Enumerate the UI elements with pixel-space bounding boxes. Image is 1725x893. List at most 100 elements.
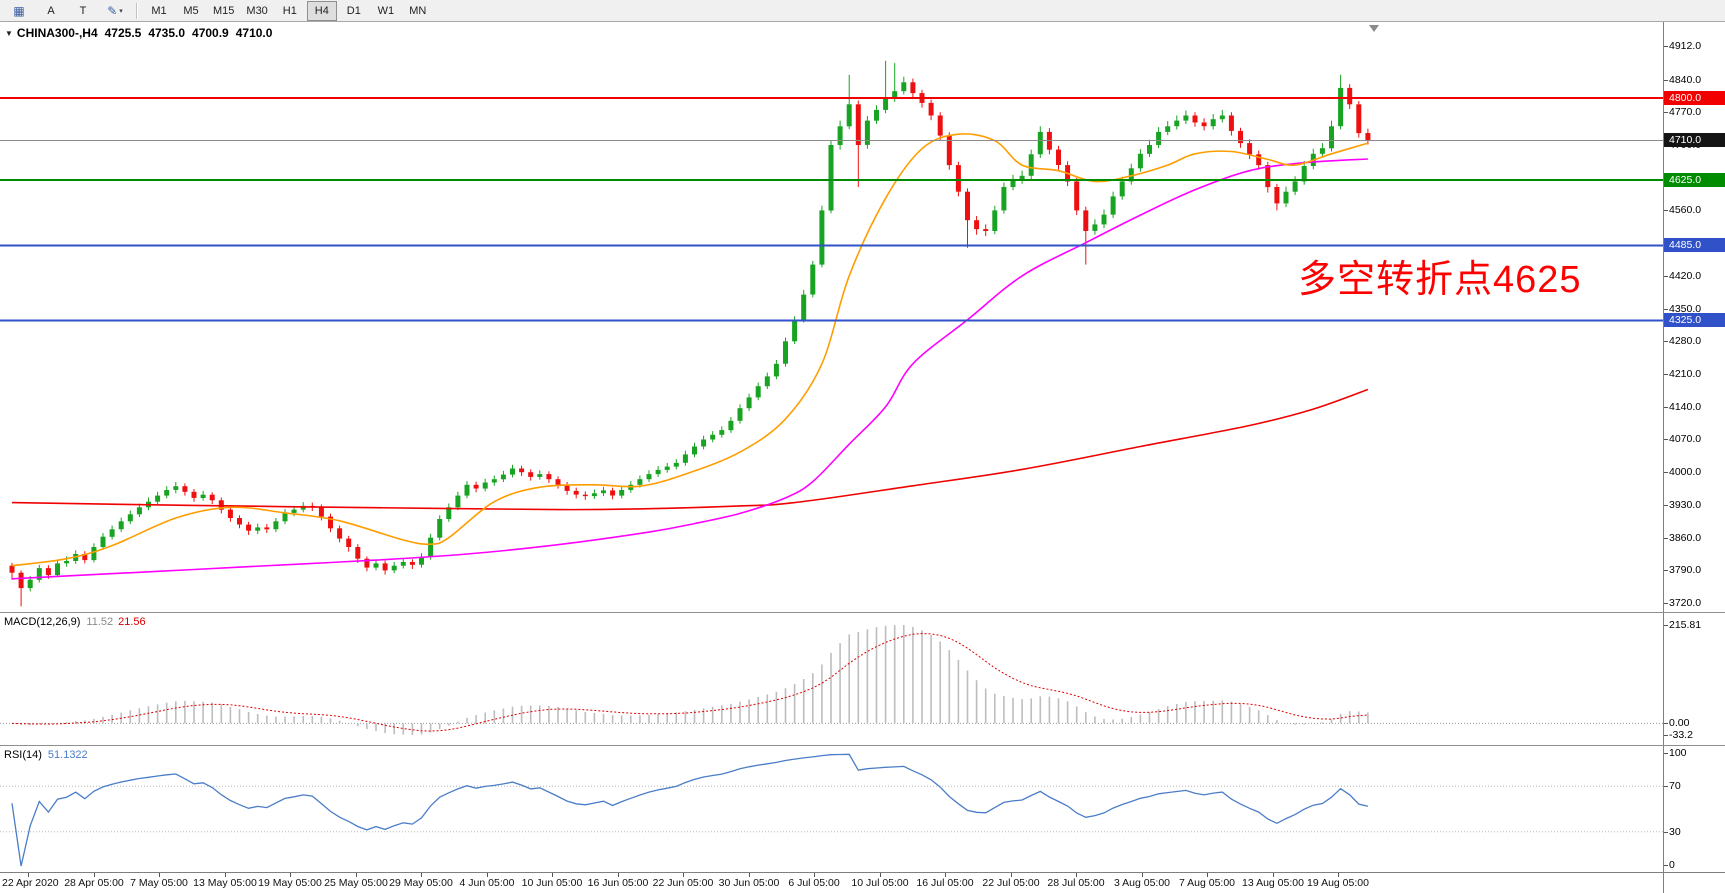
ohlc-high: 4735.0 (148, 26, 186, 40)
time-tick (749, 873, 750, 877)
text-tool-button[interactable]: T (68, 1, 98, 21)
rsi-axis-label: 30 (1669, 826, 1681, 838)
axis-tick (1664, 753, 1668, 754)
time-tick (814, 873, 815, 877)
rsi-name: RSI(14) (4, 749, 42, 761)
timeframe-m1-button[interactable]: M1 (151, 4, 167, 17)
macd-panel[interactable]: MACD(12,26,9) 11.52 21.56 215.81 0.00 -33.2 (0, 612, 1725, 745)
axis-tick (1664, 46, 1668, 47)
rsi-axis-label: 100 (1669, 747, 1687, 759)
price-axis-label: 4560.0 (1669, 204, 1702, 216)
time-tick (1273, 873, 1274, 877)
price-axis-label: 4000.0 (1669, 466, 1702, 478)
time-axis-label: 4 Jun 05:00 (459, 877, 515, 889)
timeframe-h1-button[interactable]: H1 (282, 4, 297, 17)
time-tick (225, 873, 226, 877)
axis-tick (1664, 538, 1668, 539)
timeframe-mn-button[interactable]: MN (409, 4, 427, 17)
axis-tick (1664, 786, 1668, 787)
time-tick (880, 873, 881, 877)
time-axis-label: 3 Aug 05:00 (1113, 877, 1171, 889)
axis-tick (1664, 625, 1668, 626)
price-tag: 4625.0 (1664, 173, 1725, 187)
time-axis-label: 10 Jul 05:00 (851, 877, 909, 889)
price-axis-label: 4210.0 (1669, 368, 1702, 380)
timeframe-m15-button[interactable]: M15 (213, 4, 235, 17)
ohlc-low: 4700.9 (192, 26, 229, 40)
axis-tick (1664, 439, 1668, 440)
price-tag: 4325.0 (1664, 313, 1725, 327)
axis-tick (1664, 210, 1668, 211)
axis-corner (1663, 873, 1725, 893)
chart-grid-icon-icon: ▦ (13, 3, 25, 18)
time-tick (1011, 873, 1012, 877)
time-axis-label: 16 Jul 05:00 (916, 877, 974, 889)
time-axis-label: 22 Jun 05:00 (652, 877, 714, 889)
rsi-panel[interactable]: RSI(14) 51.1322 100 70 30 0 (0, 745, 1725, 872)
time-tick (1076, 873, 1077, 877)
rsi-label: RSI(14) 51.1322 (4, 749, 88, 761)
axis-tick (1664, 374, 1668, 375)
arrow-tool-button[interactable]: A (36, 1, 66, 21)
time-axis-label: 19 Aug 05:00 (1307, 877, 1369, 889)
time-tick (28, 873, 29, 877)
rsi-value: 51.1322 (47, 749, 88, 761)
candlestick-chart[interactable] (0, 22, 1663, 612)
axis-tick (1664, 505, 1668, 506)
time-tick (421, 873, 422, 877)
time-tick (1338, 873, 1339, 877)
symbol-dropdown-icon[interactable]: ▼ (5, 28, 13, 38)
time-axis-label: 30 Jun 05:00 (718, 877, 780, 889)
toolbar-separator (136, 2, 138, 19)
time-tick (356, 873, 357, 877)
axis-tick (1664, 735, 1668, 736)
time-axis-label: 22 Jul 05:00 (982, 877, 1040, 889)
price-axis-label: 3790.0 (1669, 564, 1702, 576)
main-chart-panel[interactable]: ▼ CHINA300-,H4 4725.5 4735.0 4700.9 4710… (0, 22, 1725, 612)
price-axis-label: 4280.0 (1669, 335, 1702, 347)
time-axis-label: 28 Jul 05:00 (1047, 877, 1105, 889)
rsi-axis[interactable]: 100 70 30 0 (1663, 746, 1725, 872)
chart-grid-icon-button[interactable]: ▦ (4, 1, 34, 21)
timeframe-h4-button[interactable]: H4 (306, 0, 337, 21)
ohlc-close: 4710.0 (235, 26, 273, 40)
time-tick (552, 873, 553, 877)
price-axis-label: 4350.0 (1669, 303, 1702, 315)
time-axis[interactable]: 22 Apr 2020 28 Apr 05:00 7 May 05:00 13 May… (0, 872, 1725, 893)
time-axis-label: 7 Aug 05:00 (1178, 877, 1236, 889)
rsi-axis-label: 70 (1669, 780, 1681, 792)
timeframe-d1-button[interactable]: D1 (346, 4, 361, 17)
time-axis-label: 22 Apr 2020 (2, 877, 59, 889)
timeframe-m5-button[interactable]: M5 (183, 4, 199, 17)
macd-chart[interactable] (0, 613, 1663, 745)
time-axis-label: 13 May 05:00 (193, 877, 257, 889)
time-tick (290, 873, 291, 877)
macd-name: MACD(12,26,9) (4, 616, 81, 628)
axis-tick (1664, 832, 1668, 833)
price-axis-label: 4420.0 (1669, 270, 1702, 282)
timeframe-m30-button[interactable]: M30 (246, 4, 268, 17)
time-axis-label: 6 Jul 05:00 (788, 877, 840, 889)
top-toolbar: ▦ A T ✎ ▾ M1 M5 M15 M30 H1 H4 D1 W1 MN (0, 0, 1725, 22)
timeframe-w1-button[interactable]: W1 (377, 4, 395, 17)
rsi-chart[interactable] (0, 746, 1663, 872)
ohlc-open: 4725.5 (104, 26, 142, 40)
button-label: A (47, 4, 55, 17)
price-axis-label: 4840.0 (1669, 74, 1702, 86)
axis-tick (1664, 603, 1668, 604)
macd-label: MACD(12,26,9) 11.52 21.56 (4, 616, 146, 628)
price-axis-label: 4912.0 (1669, 40, 1702, 52)
time-axis-label: 19 May 05:00 (258, 877, 322, 889)
draw-tools-dropdown[interactable]: ✎ ▾ (100, 1, 130, 21)
price-axis-label: 4770.0 (1669, 106, 1702, 118)
chart-shift-marker[interactable] (1369, 25, 1379, 32)
macd-axis[interactable]: 215.81 0.00 -33.2 (1663, 613, 1725, 745)
price-axis[interactable]: 4912.04840.04770.04700.04630.04560.04490… (1663, 22, 1725, 612)
price-axis-label: 4140.0 (1669, 401, 1702, 413)
macd-axis-label: 0.00 (1669, 717, 1690, 729)
price-axis-label: 3720.0 (1669, 597, 1702, 609)
price-axis-label: 4070.0 (1669, 433, 1702, 445)
time-tick (94, 873, 95, 877)
axis-tick (1664, 407, 1668, 408)
axis-tick (1664, 276, 1668, 277)
